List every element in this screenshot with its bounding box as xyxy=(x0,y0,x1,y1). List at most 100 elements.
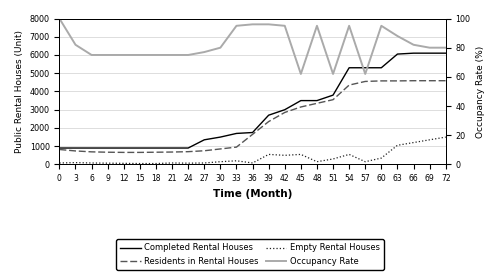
Residents in Rental Houses xyxy=(137,151,143,154)
Empty Rental Houses xyxy=(121,162,127,165)
Empty Rental Houses xyxy=(346,153,352,156)
Completed Rental Houses xyxy=(56,146,62,150)
Occupancy Rate xyxy=(218,46,224,49)
Completed Rental Houses xyxy=(121,146,127,150)
Completed Rental Houses xyxy=(410,52,416,55)
Line: Occupancy Rate: Occupancy Rate xyxy=(60,19,446,74)
Empty Rental Houses xyxy=(234,159,239,162)
Occupancy Rate xyxy=(266,23,272,26)
Occupancy Rate xyxy=(153,53,159,57)
Empty Rental Houses xyxy=(394,144,400,147)
Occupancy Rate xyxy=(410,43,416,46)
Occupancy Rate xyxy=(346,24,352,27)
Residents in Rental Houses xyxy=(298,105,304,109)
Residents in Rental Houses xyxy=(56,148,62,151)
Completed Rental Houses xyxy=(137,146,143,150)
Occupancy Rate xyxy=(104,53,110,57)
Legend: Completed Rental Houses, Residents in Rental Houses, Empty Rental Houses, Occupa: Completed Rental Houses, Residents in Re… xyxy=(116,239,384,270)
Empty Rental Houses xyxy=(410,141,416,144)
Residents in Rental Houses xyxy=(169,150,175,154)
Residents in Rental Houses xyxy=(185,150,191,153)
Occupancy Rate xyxy=(88,53,94,57)
Residents in Rental Houses xyxy=(362,80,368,83)
Empty Rental Houses xyxy=(72,161,78,164)
X-axis label: Time (Month): Time (Month) xyxy=(213,189,292,199)
Completed Rental Houses xyxy=(72,146,78,150)
Occupancy Rate xyxy=(234,24,239,27)
Empty Rental Houses xyxy=(362,160,368,163)
Completed Rental Houses xyxy=(314,99,320,102)
Residents in Rental Houses xyxy=(378,79,384,82)
Occupancy Rate xyxy=(250,23,256,26)
Residents in Rental Houses xyxy=(121,151,127,154)
Occupancy Rate xyxy=(72,43,78,46)
Empty Rental Houses xyxy=(202,161,207,165)
Occupancy Rate xyxy=(394,34,400,38)
Empty Rental Houses xyxy=(442,135,448,139)
Completed Rental Houses xyxy=(394,52,400,56)
Completed Rental Houses xyxy=(282,108,288,111)
Empty Rental Houses xyxy=(266,153,272,156)
Empty Rental Houses xyxy=(153,162,159,165)
Empty Rental Houses xyxy=(426,138,432,141)
Occupancy Rate xyxy=(185,53,191,57)
Occupancy Rate xyxy=(298,72,304,76)
Y-axis label: Occupancy Rate (%): Occupancy Rate (%) xyxy=(476,45,485,138)
Occupancy Rate xyxy=(362,72,368,76)
Occupancy Rate xyxy=(426,46,432,49)
Completed Rental Houses xyxy=(250,131,256,134)
Empty Rental Houses xyxy=(330,157,336,161)
Completed Rental Houses xyxy=(266,113,272,117)
Completed Rental Houses xyxy=(104,146,110,150)
Empty Rental Houses xyxy=(169,161,175,165)
Occupancy Rate xyxy=(314,24,320,27)
Empty Rental Houses xyxy=(282,154,288,157)
Residents in Rental Houses xyxy=(250,133,256,136)
Completed Rental Houses xyxy=(169,146,175,150)
Completed Rental Houses xyxy=(218,135,224,139)
Residents in Rental Houses xyxy=(282,111,288,114)
Completed Rental Houses xyxy=(330,93,336,97)
Residents in Rental Houses xyxy=(153,151,159,154)
Completed Rental Houses xyxy=(378,66,384,69)
Occupancy Rate xyxy=(282,24,288,27)
Occupancy Rate xyxy=(121,53,127,57)
Occupancy Rate xyxy=(169,53,175,57)
Residents in Rental Houses xyxy=(202,149,207,152)
Residents in Rental Houses xyxy=(314,102,320,105)
Residents in Rental Houses xyxy=(104,151,110,154)
Empty Rental Houses xyxy=(314,160,320,163)
Completed Rental Houses xyxy=(298,99,304,102)
Line: Residents in Rental Houses: Residents in Rental Houses xyxy=(60,81,446,152)
Residents in Rental Houses xyxy=(346,84,352,87)
Occupancy Rate xyxy=(202,50,207,54)
Completed Rental Houses xyxy=(426,52,432,55)
Line: Completed Rental Houses: Completed Rental Houses xyxy=(60,53,446,148)
Residents in Rental Houses xyxy=(88,150,94,153)
Occupancy Rate xyxy=(330,72,336,76)
Residents in Rental Houses xyxy=(410,79,416,82)
Occupancy Rate xyxy=(137,53,143,57)
Completed Rental Houses xyxy=(153,146,159,150)
Completed Rental Houses xyxy=(202,138,207,141)
Empty Rental Houses xyxy=(88,161,94,165)
Empty Rental Houses xyxy=(137,162,143,165)
Occupancy Rate xyxy=(56,17,62,20)
Empty Rental Houses xyxy=(250,161,256,165)
Residents in Rental Houses xyxy=(426,79,432,82)
Empty Rental Houses xyxy=(218,160,224,163)
Empty Rental Houses xyxy=(298,153,304,156)
Completed Rental Houses xyxy=(442,52,448,55)
Occupancy Rate xyxy=(442,46,448,49)
Completed Rental Houses xyxy=(362,66,368,69)
Residents in Rental Houses xyxy=(218,147,224,151)
Residents in Rental Houses xyxy=(330,98,336,101)
Residents in Rental Houses xyxy=(266,120,272,123)
Residents in Rental Houses xyxy=(394,79,400,82)
Empty Rental Houses xyxy=(56,161,62,165)
Residents in Rental Houses xyxy=(72,149,78,153)
Line: Empty Rental Houses: Empty Rental Houses xyxy=(60,137,446,164)
Completed Rental Houses xyxy=(185,146,191,150)
Residents in Rental Houses xyxy=(442,79,448,82)
Empty Rental Houses xyxy=(104,161,110,165)
